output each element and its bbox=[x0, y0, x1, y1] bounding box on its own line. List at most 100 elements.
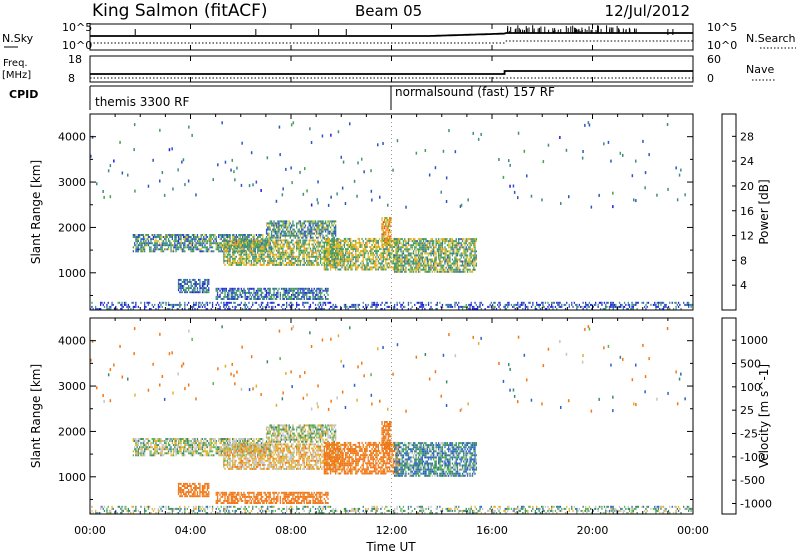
power-echo-cell bbox=[420, 258, 422, 261]
power-echo-cell bbox=[448, 240, 450, 243]
power-echo-cell bbox=[440, 254, 442, 257]
power-echo-cell bbox=[465, 264, 467, 267]
power-echo-cell bbox=[335, 266, 337, 269]
power-echo-cell bbox=[459, 242, 461, 245]
power-echo-cell bbox=[243, 234, 245, 236]
power-echo-cell bbox=[372, 266, 374, 269]
power-echo-cell bbox=[345, 266, 347, 269]
power-echo-cell bbox=[409, 260, 411, 263]
power-echo-cell bbox=[417, 254, 420, 257]
power-echo-cell bbox=[303, 255, 305, 258]
power-echo-cell bbox=[229, 234, 231, 236]
power-echo-cell bbox=[420, 262, 422, 265]
power-echo-cell bbox=[262, 240, 264, 243]
power-echo-cell bbox=[412, 270, 415, 273]
power-echo-cell bbox=[463, 252, 465, 255]
power-echo-cell bbox=[188, 308, 190, 310]
power-echo-cell bbox=[193, 242, 195, 245]
power-echo-cell bbox=[422, 260, 425, 263]
power-echo-cell bbox=[301, 245, 303, 248]
power-echo-cell bbox=[177, 289, 180, 292]
power-echo-cell bbox=[219, 244, 221, 247]
power-echo-cell bbox=[336, 261, 338, 264]
power-echo-cell bbox=[293, 230, 295, 233]
power-echo-cell bbox=[332, 246, 334, 248]
power-echo-cell bbox=[274, 253, 276, 256]
power-echo-cell bbox=[587, 121, 590, 125]
power-echo-cell bbox=[322, 289, 324, 292]
power-echo-cell bbox=[216, 295, 219, 298]
power-echo-cell bbox=[445, 250, 447, 253]
power-echo-cell bbox=[302, 255, 304, 258]
power-echo-cell bbox=[291, 181, 293, 185]
power-echo-cell bbox=[142, 248, 145, 251]
power-echo-cell bbox=[587, 303, 589, 306]
power-echo-cell bbox=[373, 260, 376, 263]
power-echo-cell bbox=[247, 243, 249, 246]
power-echo-cell bbox=[442, 149, 445, 153]
power-echo-cell bbox=[323, 266, 325, 269]
power-echo-cell bbox=[613, 305, 616, 308]
power-echo-cell bbox=[274, 222, 276, 225]
power-echo-cell bbox=[348, 237, 351, 240]
power-echo-cell bbox=[385, 243, 387, 246]
power-echo-cell bbox=[247, 253, 249, 256]
power-echo-cell bbox=[400, 246, 402, 249]
power-echo-cell bbox=[263, 257, 265, 260]
power-echo-cell bbox=[155, 248, 157, 251]
power-echo-cell bbox=[386, 219, 388, 221]
power-echo-cell bbox=[471, 260, 474, 263]
power-echo-cell bbox=[214, 238, 216, 241]
power-echo-cell bbox=[259, 247, 261, 250]
power-echo-cell bbox=[186, 303, 188, 306]
power-echo-cell bbox=[453, 250, 455, 253]
power-echo-cell bbox=[272, 251, 274, 254]
power-echo-cell bbox=[338, 252, 340, 255]
power-echo-cell bbox=[100, 308, 102, 310]
power-echo-cell bbox=[469, 270, 471, 273]
power-echo-cell bbox=[160, 244, 162, 247]
power-echo-cell bbox=[135, 301, 137, 304]
power-echo-cell bbox=[443, 256, 445, 259]
power-echo-cell bbox=[231, 158, 233, 162]
power-echo-cell bbox=[263, 253, 265, 256]
power-echo-cell bbox=[203, 246, 205, 249]
power-echo-cell bbox=[563, 303, 565, 306]
power-echo-cell bbox=[223, 236, 225, 238]
power-echo-cell bbox=[145, 234, 147, 236]
power-echo-cell bbox=[435, 268, 437, 271]
power-echo-cell bbox=[313, 291, 315, 294]
power-echo-cell bbox=[195, 248, 197, 251]
power-echo-cell bbox=[635, 199, 637, 203]
power-echo-cell bbox=[318, 234, 320, 237]
power-echo-cell bbox=[335, 250, 337, 253]
power-echo-cell bbox=[203, 236, 205, 238]
power-echo-cell bbox=[397, 268, 400, 271]
power-echo-cell bbox=[595, 301, 597, 304]
power-echo-cell bbox=[365, 248, 367, 251]
power-echo-cell bbox=[181, 242, 183, 245]
power-echo-cell bbox=[278, 125, 281, 129]
power-echo-cell bbox=[235, 305, 237, 308]
power-echo-cell bbox=[226, 253, 229, 256]
power-echo-cell bbox=[298, 253, 300, 256]
velocity-echo-cell bbox=[135, 442, 137, 445]
power-echo-cell bbox=[391, 239, 393, 242]
power-echo-cell bbox=[292, 247, 294, 250]
power-echo-cell bbox=[234, 251, 236, 254]
power-echo-cell bbox=[363, 252, 366, 255]
power-echo-cell bbox=[492, 303, 494, 306]
power-echo-cell bbox=[211, 301, 214, 304]
power-echo-cell bbox=[376, 252, 378, 255]
power-echo-cell bbox=[683, 301, 685, 304]
power-echo-cell bbox=[355, 303, 357, 306]
power-echo-cell bbox=[414, 242, 416, 245]
power-echo-cell bbox=[350, 266, 352, 269]
power-echo-cell bbox=[171, 305, 173, 308]
power-echo-cell bbox=[386, 217, 388, 219]
power-echo-cell bbox=[576, 303, 578, 306]
power-echo-cell bbox=[357, 161, 359, 165]
power-echo-cell bbox=[180, 278, 182, 281]
power-echo-cell bbox=[177, 238, 180, 241]
power-echo-cell bbox=[277, 241, 279, 244]
